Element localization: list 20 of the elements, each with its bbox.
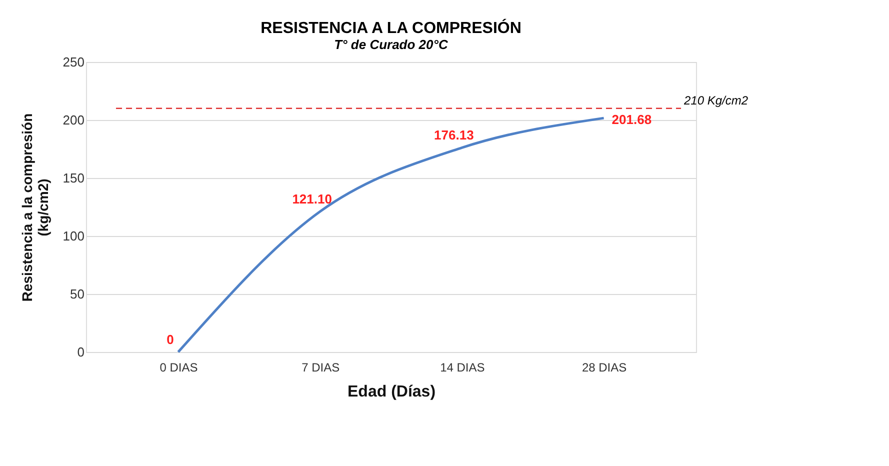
x-tick-label: 28 DIAS xyxy=(582,360,627,374)
y-tick-label: 0 xyxy=(77,344,84,360)
chart-subtitle: T° de Curado 20°C xyxy=(334,37,448,52)
y-tick-label: 200 xyxy=(62,112,84,128)
x-tick-label: 0 DIAS xyxy=(160,360,198,374)
y-tick-label: 150 xyxy=(62,170,84,186)
y-tick-label: 50 xyxy=(70,286,84,302)
x-axis-title: Edad (Días) xyxy=(347,384,436,400)
y-axis-title: Resistencia a la compresión (kg/cm2) xyxy=(18,113,51,302)
line-series xyxy=(176,116,606,354)
y-tick-label: 250 xyxy=(62,54,84,70)
chart-title: RESISTENCIA A LA COMPRESIÓN xyxy=(260,18,522,37)
x-tick-label: 14 DIAS xyxy=(440,360,485,374)
y-tick-label: 100 xyxy=(62,228,84,244)
ref-line-label: 210 Kg/cm2 xyxy=(683,93,748,108)
data-label: 176.13 xyxy=(434,128,474,143)
x-tick-label: 7 DIAS xyxy=(302,360,340,374)
data-label: 121.10 xyxy=(292,192,332,207)
data-label: 0 xyxy=(166,332,174,347)
data-label: 201.68 xyxy=(612,112,652,128)
